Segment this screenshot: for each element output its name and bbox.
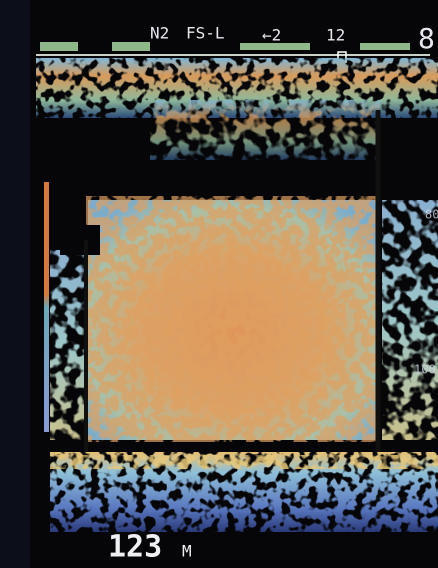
- surface-clutter: [150, 100, 380, 160]
- mode-label: N2: [150, 24, 169, 43]
- gain-label: 8: [418, 22, 435, 55]
- bar-segment: [112, 42, 150, 51]
- range-label: 12: [326, 26, 345, 45]
- page: N2 FS-L ←2 12 8 80 100 123 M (() => { co…: [0, 0, 438, 568]
- right-echo: [382, 200, 438, 440]
- depth-value: 123: [108, 530, 162, 565]
- gap: [60, 225, 100, 255]
- depth-mark: 100: [414, 363, 436, 377]
- sonar-screen: N2 FS-L ←2 12 8 80 100 123 M: [0, 0, 438, 568]
- left-echo: [50, 250, 84, 440]
- shift-label: ←2: [262, 26, 281, 45]
- function-label: FS-L: [186, 24, 225, 43]
- bar-segment: [360, 43, 410, 50]
- scale-bar: [44, 182, 49, 432]
- depth-unit: M: [182, 542, 192, 561]
- bar-segment: [40, 42, 78, 51]
- school-texture: [86, 196, 378, 442]
- depth-mark: 80: [425, 208, 438, 222]
- bezel: [0, 0, 30, 568]
- seabed-line: [50, 455, 438, 469]
